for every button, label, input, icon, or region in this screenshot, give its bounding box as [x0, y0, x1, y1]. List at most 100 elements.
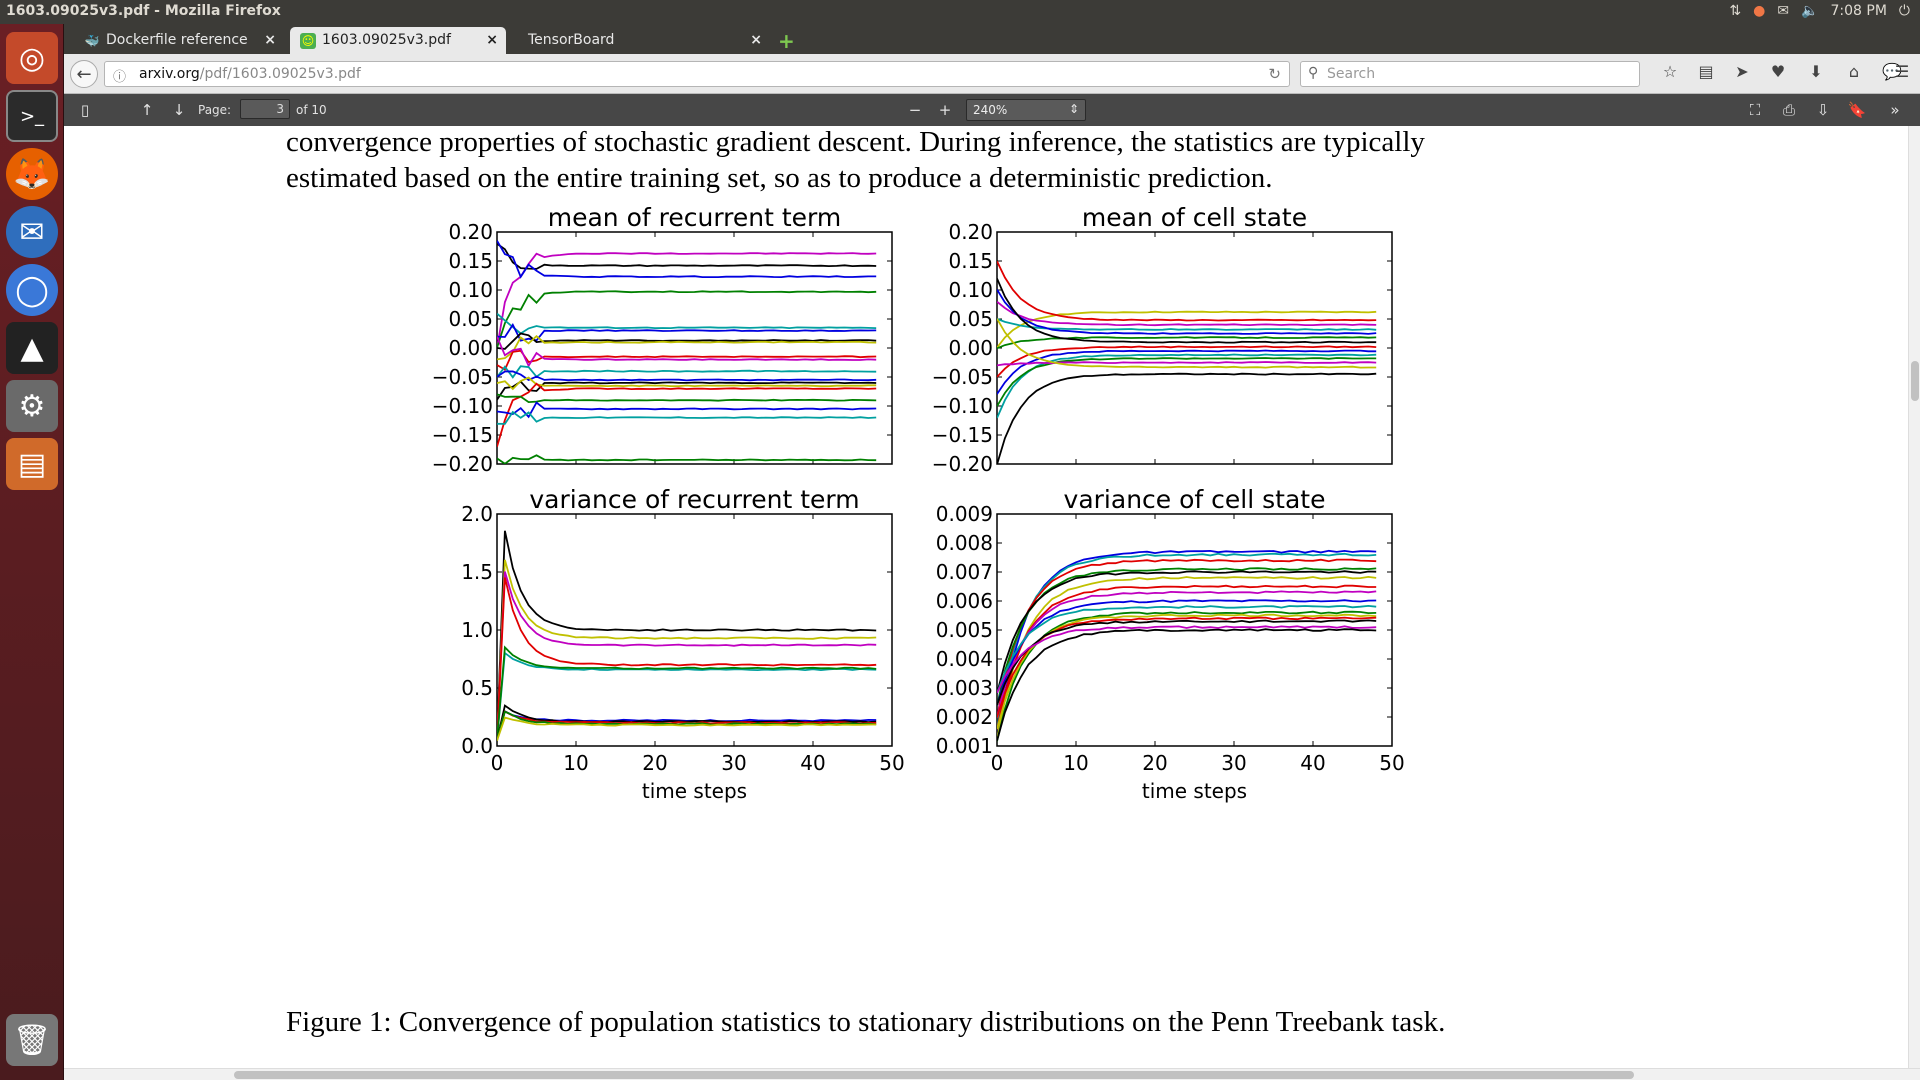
zoom-in-icon[interactable]: + [938, 101, 952, 119]
x-tick-label: 10 [563, 751, 588, 775]
series-line [997, 570, 1377, 694]
close-icon[interactable]: × [486, 32, 498, 48]
series-line [497, 382, 877, 447]
series-line [497, 349, 877, 371]
back-button[interactable]: ← [70, 60, 98, 88]
chat-icon[interactable]: 💬 [1882, 62, 1902, 81]
series-line [497, 577, 877, 741]
power-icon[interactable]: ⏻ [1898, 3, 1910, 19]
bookmark-icon[interactable]: 🔖 [1847, 101, 1867, 119]
sidebar-toggle-icon[interactable]: ▯ [80, 101, 90, 119]
x-tick-label: 0 [991, 751, 1004, 775]
series-line [497, 530, 877, 740]
impress-icon[interactable]: ▤ [6, 438, 58, 490]
series-line [497, 365, 877, 379]
reload-icon[interactable]: ↻ [1268, 65, 1281, 83]
series-line [497, 336, 877, 368]
x-tick-label: 20 [642, 751, 667, 775]
series-line [497, 370, 877, 382]
body-text-line: convergence properties of stochastic gra… [286, 126, 1425, 158]
updates-icon[interactable]: ● [1753, 3, 1766, 19]
url-host: arxiv.org [139, 66, 200, 82]
scrollbar-thumb[interactable] [1911, 361, 1919, 401]
y-tick-label: 1.5 [461, 560, 493, 584]
y-tick-label: 0.20 [948, 220, 993, 244]
series-line [497, 401, 877, 419]
y-tick-label: 0.002 [936, 705, 993, 729]
x-tick-label: 0 [491, 751, 504, 775]
close-icon[interactable]: × [264, 32, 276, 48]
firefox-icon[interactable]: 🦊 [6, 148, 58, 200]
series-line [497, 393, 877, 404]
y-tick-label: −0.15 [432, 423, 493, 447]
trash-icon[interactable]: 🗑 [6, 1014, 58, 1066]
series-line [497, 380, 877, 401]
downloads-icon[interactable]: ⬇ [1809, 62, 1823, 81]
series-line [997, 357, 1377, 407]
series-line [997, 318, 1377, 331]
clock[interactable]: 7:08 PM [1830, 3, 1887, 19]
terminal-icon[interactable]: >_ [6, 90, 58, 142]
zoom-select[interactable]: 240% ⇕ [966, 99, 1086, 121]
home-icon[interactable]: ⌂ [1848, 62, 1860, 81]
chart-title: variance of cell state [1064, 485, 1326, 514]
menu-icon[interactable]: ☰ [1894, 62, 1910, 81]
y-tick-label: 0.006 [936, 589, 993, 613]
url-bar[interactable]: ⓘ arxiv.org/pdf/1603.09025v3.pdf ↻ [104, 61, 1290, 87]
y-tick-label: 1.0 [461, 618, 493, 642]
series-line [997, 361, 1377, 367]
zoom-out-icon[interactable]: − [908, 101, 922, 119]
print-icon[interactable]: ⎙ [1782, 101, 1795, 119]
download-icon[interactable]: ⇩ [1816, 101, 1830, 119]
x-tick-label: 50 [879, 751, 904, 775]
tab-tensorboard[interactable]: TensorBoard × [510, 27, 770, 54]
chromium-icon[interactable]: ◯ [6, 264, 58, 316]
pdf-viewer[interactable]: convergence properties of stochastic gra… [64, 126, 1920, 1068]
series-line [497, 559, 877, 741]
series-line [497, 376, 877, 391]
y-tick-label: −0.15 [932, 423, 993, 447]
y-tick-label: 0.008 [936, 531, 993, 555]
settings-icon[interactable]: ⚙ [6, 380, 58, 432]
next-page-icon[interactable]: ↓ [172, 101, 186, 119]
info-icon[interactable]: ⓘ [113, 70, 127, 85]
y-tick-label: 0.15 [448, 249, 493, 273]
dash-icon[interactable]: ◎ [6, 32, 58, 84]
search-input[interactable]: ⚲ Search [1300, 61, 1640, 87]
bookmark-star-icon[interactable]: ☆ [1662, 62, 1678, 81]
series-line [997, 300, 1377, 327]
tab-dockerfile[interactable]: 🐳 Dockerfile reference × [74, 27, 284, 54]
presentation-mode-icon[interactable]: ⛶ [1749, 101, 1761, 119]
series-line [997, 604, 1377, 694]
vertical-scrollbar[interactable] [1908, 126, 1920, 1068]
mail-icon[interactable]: ✉ [1777, 3, 1790, 19]
volume-icon[interactable]: 🔈 [1801, 3, 1819, 19]
body-text-line: estimated based on the entire training s… [286, 162, 1273, 194]
scrollbar-thumb[interactable] [234, 1071, 1634, 1079]
page-number-input[interactable]: 3 [240, 99, 290, 119]
series-line [997, 558, 1377, 718]
previous-page-icon[interactable]: ↑ [140, 101, 154, 119]
tools-icon[interactable]: » [1890, 101, 1900, 119]
y-tick-label: 0.10 [948, 278, 993, 302]
inkscape-icon[interactable]: ▲ [6, 322, 58, 374]
series-line [497, 651, 877, 740]
x-tick-label: 30 [721, 751, 746, 775]
new-tab-button[interactable]: + [778, 29, 795, 53]
y-tick-label: 0.009 [936, 502, 993, 526]
tab-label: TensorBoard [528, 32, 615, 48]
close-icon[interactable]: × [750, 32, 762, 48]
thunderbird-icon[interactable]: ✉ [6, 206, 58, 258]
docker-icon: 🐳 [84, 34, 100, 48]
y-tick-label: −0.20 [432, 452, 493, 476]
reading-list-icon[interactable]: ▤ [1698, 62, 1714, 81]
y-tick-label: 0.001 [936, 734, 993, 758]
send-icon[interactable]: ➤ [1735, 62, 1749, 81]
pocket-icon[interactable]: ♥ [1770, 62, 1786, 81]
tab-pdf[interactable]: ☺ 1603.09025v3.pdf × [290, 27, 506, 54]
url-path: /pdf/1603.09025v3.pdf [199, 66, 361, 82]
horizontal-scrollbar[interactable] [64, 1068, 1920, 1080]
network-icon[interactable]: ⇅ [1729, 3, 1742, 19]
series-line [497, 290, 877, 348]
tab-strip: 🐳 Dockerfile reference × ☺ 1603.09025v3.… [64, 24, 1920, 54]
